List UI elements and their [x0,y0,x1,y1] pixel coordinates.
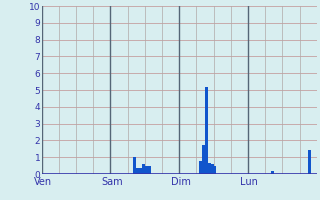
Bar [202,145,205,174]
Bar [271,171,274,174]
Bar [139,168,142,174]
Bar [148,166,150,174]
Bar [136,168,139,174]
Bar [199,161,202,174]
Bar [208,163,211,174]
Bar [214,166,216,174]
Bar [145,166,148,174]
Bar [308,150,311,174]
Bar [211,164,214,174]
Bar [142,164,145,174]
Bar [205,87,208,174]
Bar [133,157,136,174]
